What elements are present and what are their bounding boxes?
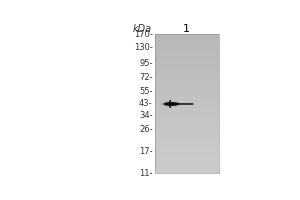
Bar [155,115,219,118]
Bar [155,36,219,39]
Bar [155,73,219,76]
Bar [155,171,219,173]
Bar [155,94,219,97]
Bar [155,76,219,78]
Bar [155,96,219,99]
Bar [155,152,219,155]
Ellipse shape [164,102,178,106]
Ellipse shape [166,103,176,105]
Bar [155,161,219,164]
Bar [155,154,219,157]
Bar [155,150,219,152]
Bar [155,138,219,141]
Bar [155,69,219,71]
Bar [155,78,219,80]
Bar [155,45,219,48]
Text: 72-: 72- [139,73,153,82]
Text: 1: 1 [183,24,190,34]
Bar [155,134,219,136]
Ellipse shape [165,103,177,105]
Bar [155,43,219,46]
Bar [155,99,219,101]
Text: 55-: 55- [139,87,153,96]
Bar [155,55,219,57]
Bar [155,148,219,150]
Bar [155,101,219,104]
Text: 95-: 95- [139,59,153,68]
Bar [155,120,219,122]
Bar [155,113,219,115]
Ellipse shape [164,102,179,106]
Bar [155,103,219,106]
Bar [155,129,219,132]
Bar [155,59,219,62]
Bar [155,168,219,171]
Bar [155,136,219,139]
Bar [155,159,219,162]
Ellipse shape [166,103,176,105]
Text: kDa: kDa [132,24,152,34]
Ellipse shape [166,103,177,105]
Ellipse shape [165,103,178,105]
Bar [155,66,219,69]
Bar [155,143,219,146]
Bar [155,164,219,166]
Text: 11-: 11- [139,169,153,178]
Bar [155,62,219,64]
Ellipse shape [165,103,177,105]
Bar [155,71,219,73]
Text: 130-: 130- [134,43,153,52]
Bar [155,57,219,60]
Bar [155,145,219,148]
Bar [155,38,219,41]
Bar [155,48,219,50]
Bar [155,52,219,55]
Bar [155,34,219,173]
Bar [155,34,219,36]
Bar [155,106,219,108]
Text: 34-: 34- [139,111,153,120]
Bar [155,80,219,83]
Bar [155,117,219,120]
Text: 170-: 170- [134,30,153,39]
Bar [155,110,219,113]
Ellipse shape [164,102,178,106]
Bar [155,122,219,125]
Ellipse shape [164,102,179,106]
Bar [155,41,219,43]
Ellipse shape [167,103,176,105]
Bar [155,50,219,53]
Bar [155,89,219,92]
Bar [155,87,219,90]
Bar [155,127,219,129]
Bar [155,141,219,143]
Bar [155,108,219,111]
Ellipse shape [164,102,178,106]
Bar [155,64,219,67]
Text: 43-: 43- [139,99,153,108]
Ellipse shape [164,102,178,106]
Bar [155,82,219,85]
Bar [155,124,219,127]
Bar [155,92,219,94]
Bar [155,166,219,169]
Ellipse shape [167,103,176,105]
Text: 26-: 26- [139,125,153,134]
Bar [155,85,219,87]
Text: 17-: 17- [139,147,153,156]
Bar [155,157,219,159]
Bar [155,131,219,134]
